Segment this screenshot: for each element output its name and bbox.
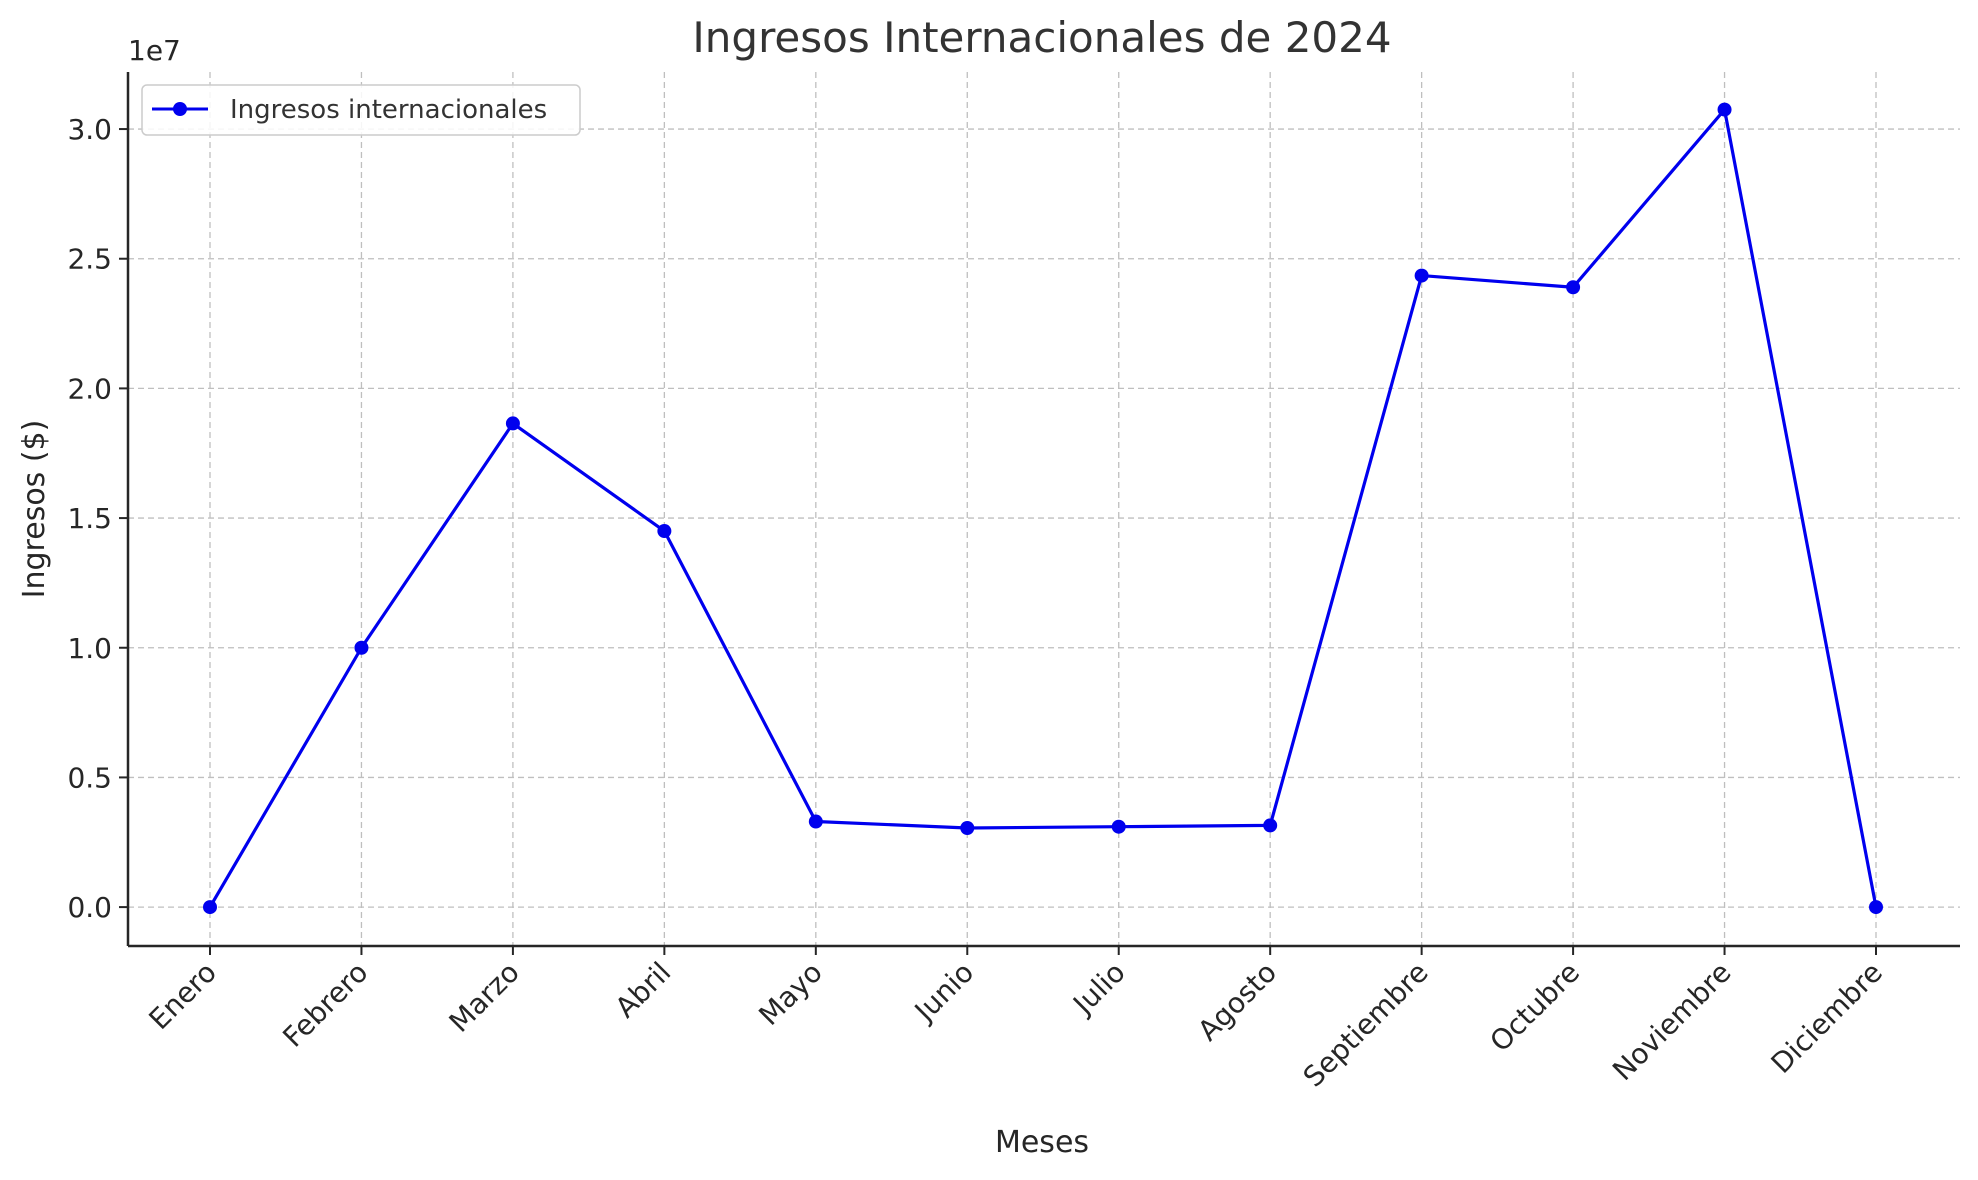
grid-lines [128, 72, 1960, 946]
data-point [1263, 818, 1278, 833]
data-point [203, 900, 217, 915]
axes [126, 72, 1960, 948]
y-offset-label: 1e7 [128, 34, 181, 67]
data-point [1717, 102, 1732, 117]
data-point [1869, 900, 1883, 915]
data-point [1566, 280, 1581, 295]
chart-title: Ingresos Internacionales de 2024 [692, 13, 1391, 62]
legend-box [141, 84, 581, 136]
y-tick-label: 0.5 [67, 761, 112, 794]
y-tick-label: 1.5 [67, 502, 112, 535]
x-axis-title: Meses [995, 1125, 1089, 1160]
y-axis-title: Ingresos ($) [17, 420, 52, 599]
legend-marker-sample [173, 102, 187, 116]
data-point [354, 640, 369, 655]
y-tick-label: 0.0 [67, 891, 112, 924]
data-point [1414, 268, 1429, 283]
data-point [1111, 819, 1126, 834]
series [203, 102, 1883, 915]
series-line [208, 108, 1878, 909]
y-tick-label: 3.0 [67, 113, 112, 146]
y-tick-label: 2.0 [67, 372, 112, 405]
legend: Ingresos internacionales [141, 84, 581, 136]
y-ticks: 0.0 0.5 1.0 1.5 2.0 2.5 3.0 [67, 113, 128, 924]
y-tick-label: 1.0 [67, 632, 112, 665]
data-point [657, 524, 672, 539]
data-point [960, 820, 975, 835]
legend-label: Ingresos internacionales [230, 95, 547, 125]
y-tick-label: 2.5 [67, 243, 112, 276]
data-point [505, 416, 520, 431]
data-point [808, 814, 823, 829]
